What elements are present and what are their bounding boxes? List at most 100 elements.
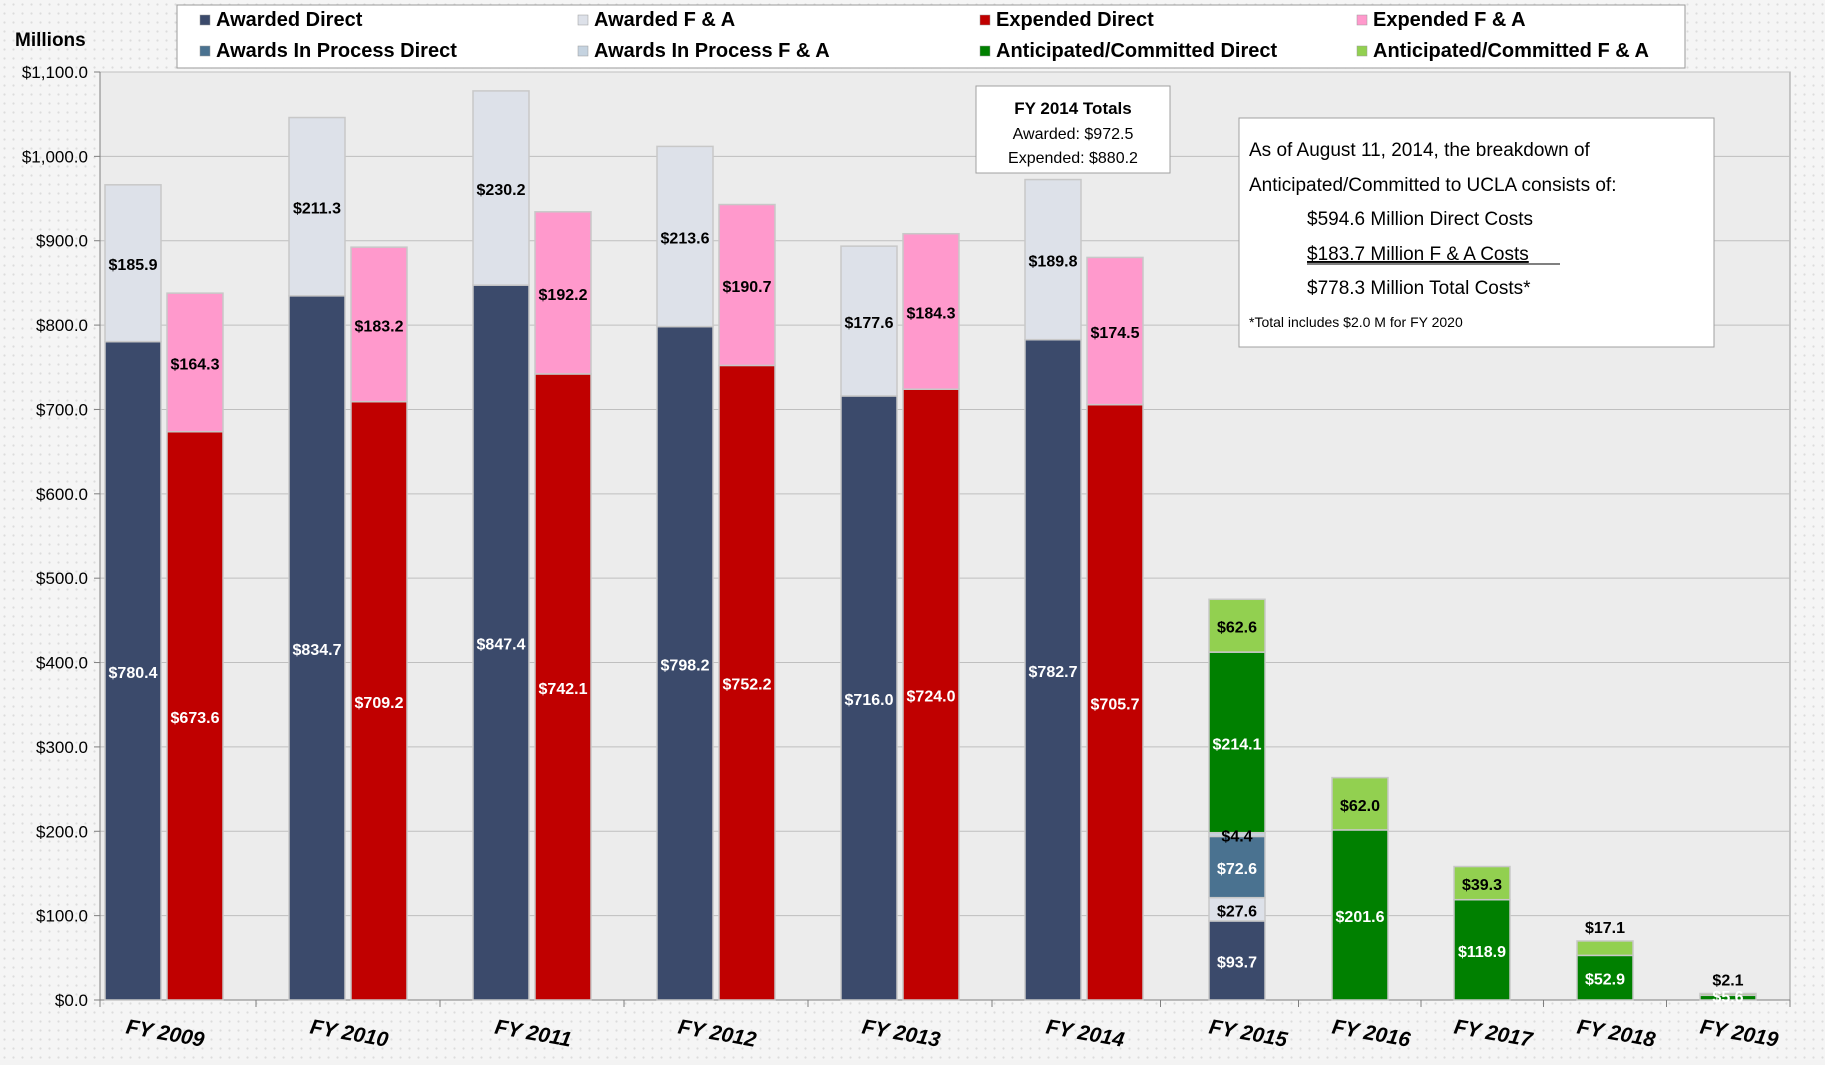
data-label-awarded-f-a: $211.3 [293, 201, 341, 218]
legend-swatch [577, 45, 589, 57]
y-tick-label: $100.0 [36, 907, 88, 926]
fy2014-totals-callout: FY 2014 Totals Awarded: $972.5 Expended:… [975, 85, 1171, 174]
data-label-anticipated-committed-direct: $5.6 [1712, 989, 1743, 1006]
y-tick-label: $300.0 [36, 738, 88, 757]
y-tick-label: $400.0 [36, 654, 88, 673]
data-label-anticipated-committed-direct: $118.9 [1458, 944, 1506, 961]
y-tick-label: $1,100.0 [22, 63, 88, 82]
bar-awarded-f-a [1024, 178, 1082, 341]
fy2014-totals-awarded: Awarded: $972.5 [1013, 126, 1134, 143]
data-label-anticipated-committed-f-a: $17.1 [1585, 920, 1625, 937]
data-label-awarded-direct: $780.4 [109, 665, 158, 682]
bar-awarded-f-a [840, 245, 898, 397]
bar-awarded-f-a [104, 184, 162, 343]
bar-expended-direct [350, 400, 408, 1001]
legend-label: Anticipated/Committed F & A [1373, 40, 1649, 62]
data-label-expended-direct: $724.0 [907, 689, 956, 706]
legend-label: Expended F & A [1373, 9, 1526, 31]
fy2014-totals-title: FY 2014 Totals [1014, 99, 1131, 118]
breakdown-fa-costs: $183.7 Million F & A Costs [1307, 244, 1529, 265]
legend-label: Awards In Process Direct [216, 40, 457, 62]
data-label-awarded-f-a: $189.8 [1029, 254, 1078, 271]
legend-label: Expended Direct [996, 9, 1154, 31]
legend-box [176, 4, 1686, 69]
y-tick-label: $0.0 [55, 991, 88, 1010]
data-label-anticipated-committed-f-a: $39.3 [1462, 877, 1502, 894]
fy2014-totals-box [975, 85, 1171, 174]
data-label-anticipated-committed-f-a: $62.6 [1217, 620, 1257, 637]
legend-swatch [199, 14, 211, 26]
bar-expended-direct [534, 373, 592, 1001]
data-label-expended-f-a: $164.3 [171, 356, 220, 373]
bar-awarded-direct [288, 295, 346, 1001]
legend-label: Anticipated/Committed Direct [996, 40, 1277, 62]
bar-expended-f-a [902, 232, 960, 390]
data-label-expended-f-a: $190.7 [723, 279, 772, 296]
bar-anticipated-committed-f-a [1576, 940, 1634, 957]
data-label-expended-f-a: $192.2 [539, 287, 588, 304]
bars [104, 90, 1757, 1001]
data-label-expended-direct: $673.6 [171, 710, 220, 727]
breakdown-line-1: As of August 11, 2014, the breakdown of [1249, 140, 1591, 161]
bar-expended-f-a [166, 292, 224, 433]
bar-expended-f-a [1086, 256, 1144, 406]
data-label-expended-f-a: $184.3 [907, 305, 956, 322]
data-label-projected-segment: $27.6 [1217, 903, 1257, 920]
bar-awarded-direct [1024, 338, 1082, 1001]
bar-expended-direct [718, 364, 776, 1001]
data-label-awarded-direct: $782.7 [1029, 664, 1078, 681]
y-tick-label: $800.0 [36, 316, 88, 335]
data-labels: $780.4 $185.9 $673.6 $164.3 $834.7 $211.3 $709… [109, 182, 1744, 1006]
data-label-awarded-direct: $834.7 [293, 642, 342, 659]
bar-expended-f-a [350, 246, 408, 403]
bar-expended-direct [902, 388, 960, 1001]
breakdown-line-2: Anticipated/Committed to UCLA consists o… [1249, 175, 1617, 196]
data-label-awarded-direct: $716.0 [845, 692, 894, 709]
data-label-anticipated-committed-direct: $52.9 [1585, 972, 1625, 989]
y-tick-label: $700.0 [36, 400, 88, 419]
bar-anticipated-committed-direct [1576, 954, 1634, 1001]
data-label-expended-direct: $752.2 [723, 677, 772, 694]
bar-anticipated-committed-f-a [1699, 992, 1757, 997]
data-label-expended-direct: $742.1 [539, 681, 588, 698]
breakdown-direct-costs: $594.6 Million Direct Costs [1307, 209, 1533, 230]
breakdown-footnote: *Total includes $2.0 M for FY 2020 [1249, 314, 1463, 330]
bar-awarded-direct [656, 325, 714, 1001]
legend-label: Awarded Direct [216, 9, 363, 31]
data-label-awards-in-process-f-a: $4.4 [1221, 829, 1252, 846]
data-label-awarded-f-a: $230.2 [477, 182, 526, 199]
bar-awarded-f-a [656, 145, 714, 328]
data-label-anticipated-committed-direct: $214.1 [1213, 736, 1262, 753]
data-label-anticipated-committed-f-a: $2.1 [1712, 973, 1743, 990]
bar-awarded-f-a [472, 90, 530, 286]
data-label-awarded-f-a: $177.6 [845, 315, 894, 332]
y-tick-label: $200.0 [36, 822, 88, 841]
bar-anticipated-committed-f-a [1208, 598, 1266, 653]
bar-expended-f-a [718, 203, 776, 367]
bar-awards-in-process-direct [1208, 835, 1266, 899]
data-label-anticipated-committed-direct: $201.6 [1336, 909, 1385, 926]
bar-anticipated-committed-f-a [1453, 865, 1511, 901]
data-label-expended-direct: $705.7 [1091, 696, 1140, 713]
breakdown-note: As of August 11, 2014, the breakdown of … [1238, 117, 1715, 348]
bar-expended-f-a [534, 211, 592, 375]
legend-swatch [577, 14, 589, 26]
y-tick-label: $900.0 [36, 232, 88, 251]
data-label-expended-f-a: $183.2 [355, 318, 404, 335]
legend-swatch [979, 14, 991, 26]
legend-swatch [1356, 45, 1368, 57]
data-label-awarded-f-a: $185.9 [109, 257, 158, 274]
y-tick-label: $1,000.0 [22, 147, 88, 166]
data-label-expended-f-a: $174.5 [1091, 325, 1140, 342]
legend-label: Awards In Process F & A [594, 40, 830, 62]
bar-awarded-direct [104, 340, 162, 1001]
data-label-expended-direct: $709.2 [355, 695, 404, 712]
legend-swatch [1356, 14, 1368, 26]
bar-awarded-f-a [288, 116, 346, 297]
bar-expended-direct [1086, 403, 1144, 1001]
data-label-awarded-direct: $847.4 [477, 637, 526, 654]
breakdown-box [1238, 117, 1715, 348]
bar-expended-direct [166, 430, 224, 1001]
bar-awarded-direct [840, 395, 898, 1001]
